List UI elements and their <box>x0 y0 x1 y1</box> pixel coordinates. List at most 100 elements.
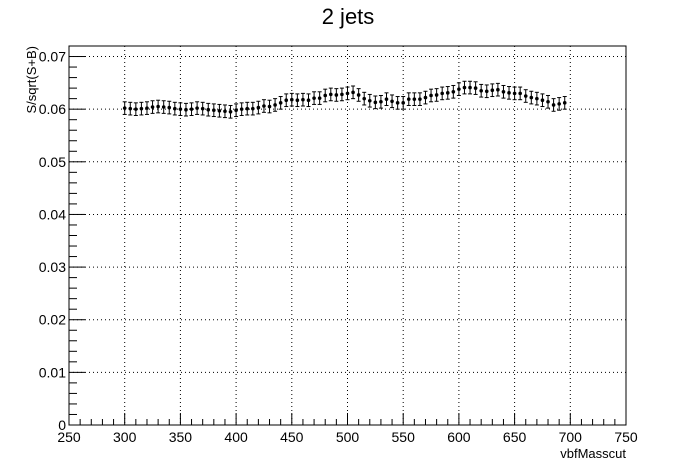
data-point <box>211 103 216 118</box>
marker <box>546 99 550 104</box>
marker <box>328 92 333 97</box>
data-point <box>267 99 272 114</box>
data-point <box>468 80 473 95</box>
marker <box>234 108 238 113</box>
data-point <box>323 88 328 103</box>
data-point <box>289 92 294 107</box>
marker <box>273 103 277 107</box>
marker <box>512 91 517 96</box>
data-point <box>295 93 300 108</box>
data-points <box>122 80 567 119</box>
data-point <box>351 85 356 100</box>
marker <box>223 109 227 114</box>
data-point <box>156 99 161 114</box>
grid-lines <box>69 46 626 425</box>
marker <box>284 98 289 103</box>
data-point <box>523 89 528 103</box>
data-point <box>440 86 445 101</box>
y-tick-label: 0.04 <box>39 206 66 222</box>
marker <box>373 100 378 105</box>
data-point <box>245 101 250 116</box>
marker <box>473 86 478 90</box>
plot-frame <box>68 45 627 426</box>
marker <box>156 104 160 109</box>
y-tick-label: 0.01 <box>39 364 66 380</box>
marker <box>161 105 166 109</box>
marker <box>262 104 266 108</box>
marker <box>479 88 483 93</box>
data-point <box>557 97 562 111</box>
x-tick-label: 400 <box>224 429 248 445</box>
marker <box>367 98 372 103</box>
marker <box>150 105 155 109</box>
marker <box>306 98 311 103</box>
data-point <box>479 83 484 98</box>
marker <box>379 99 383 104</box>
marker <box>139 106 144 111</box>
data-point <box>401 96 406 110</box>
data-point <box>462 80 467 95</box>
data-point <box>390 94 395 109</box>
marker <box>301 97 305 102</box>
data-point <box>222 104 227 119</box>
marker <box>228 109 233 114</box>
data-point <box>473 81 478 95</box>
marker <box>217 108 222 113</box>
marker <box>122 106 127 110</box>
data-point <box>529 90 534 105</box>
marker <box>278 101 283 105</box>
marker <box>406 97 411 101</box>
marker <box>445 91 450 95</box>
data-point <box>412 92 417 106</box>
x-tick-label: 600 <box>447 429 471 445</box>
data-point <box>122 101 127 115</box>
marker <box>195 106 199 110</box>
data-point <box>234 103 239 118</box>
x-tick-label: 250 <box>57 429 81 445</box>
marker <box>239 107 244 111</box>
x-tick-label: 350 <box>169 429 193 445</box>
y-tick-label: 0 <box>58 417 66 433</box>
y-axis-title: S/sqrt(S+B) <box>24 46 39 114</box>
data-point <box>339 87 344 102</box>
marker <box>184 107 188 112</box>
marker <box>429 93 433 98</box>
marker <box>557 102 561 106</box>
data-point <box>189 102 194 116</box>
data-point <box>534 91 539 106</box>
data-point <box>484 84 489 99</box>
y-tick-label: 0.06 <box>39 101 66 117</box>
marker <box>317 96 322 100</box>
marker <box>145 106 149 110</box>
marker <box>412 97 417 101</box>
data-point <box>167 100 172 115</box>
data-point <box>278 96 283 110</box>
marker <box>334 93 339 97</box>
y-tick-label: 0.03 <box>39 259 66 275</box>
y-tick-labels: 0 0.01 0.02 0.03 0.04 0.05 0.06 0.07 <box>39 49 66 433</box>
marker <box>423 95 428 100</box>
marker <box>551 103 556 107</box>
data-point <box>417 92 422 106</box>
data-point <box>334 88 339 102</box>
marker <box>434 93 439 97</box>
data-point <box>434 88 439 102</box>
marker <box>562 101 567 105</box>
marker <box>418 97 422 101</box>
marker <box>507 91 511 95</box>
marker <box>462 85 467 90</box>
marker <box>484 89 489 94</box>
marker <box>390 99 394 104</box>
marker <box>206 107 211 112</box>
x-tick-label: 450 <box>280 429 304 445</box>
data-point <box>501 84 506 99</box>
data-point <box>250 101 255 116</box>
data-point <box>300 92 305 107</box>
marker <box>245 106 250 111</box>
marker <box>501 89 506 94</box>
data-point <box>239 102 244 116</box>
data-point <box>178 102 183 116</box>
data-point <box>395 96 400 110</box>
y-tick-label: 0.02 <box>39 312 66 328</box>
